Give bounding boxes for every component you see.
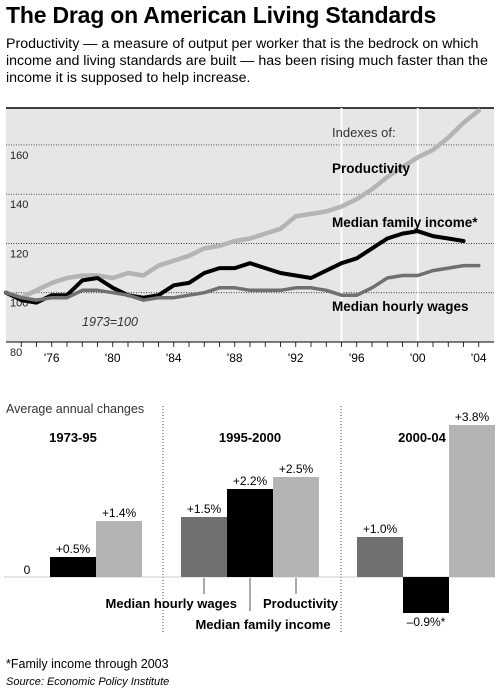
x-tick-label: '84	[166, 351, 182, 365]
bar-productivity	[273, 477, 319, 577]
base-year-note: 1973=100	[82, 315, 138, 329]
chart-title: The Drag on American Living Standards	[6, 2, 437, 28]
y-tick-label: 80	[10, 347, 22, 359]
category-label-family-income: Median family income	[195, 617, 330, 632]
category-label-hourly-wages: Median hourly wages	[106, 596, 237, 611]
bar-family-income	[50, 557, 96, 577]
bar-hourly-wages	[357, 537, 403, 577]
bar-value-label: +2.5%	[279, 462, 314, 476]
y-tick-label: 120	[10, 248, 28, 260]
x-tick-label: '04	[471, 351, 487, 365]
bar-value-label: +1.5%	[187, 502, 222, 516]
plot-background	[6, 108, 494, 342]
bar-family-income	[227, 489, 273, 577]
bar-value-label: +0.5%	[56, 542, 91, 556]
group-heading: 2000-04	[398, 430, 446, 445]
chart-heading: Indexes of:	[332, 125, 396, 140]
footnote: *Family income through 2003	[6, 657, 169, 671]
bar-hourly-wages	[181, 517, 227, 577]
bar-family-income	[403, 577, 449, 613]
bar-value-label: +3.8%	[455, 410, 490, 424]
chart-subtitle: Productivity — a measure of output per w…	[6, 36, 488, 86]
series-label-hourly-wages: Median hourly wages	[332, 299, 469, 314]
source-note: Source: Economic Policy Institute	[6, 676, 170, 688]
group-heading: 1995-2000	[219, 430, 281, 445]
series-line-productivity	[3, 108, 482, 300]
group-heading: 1973-95	[49, 430, 97, 445]
category-label-productivity: Productivity	[263, 596, 339, 611]
x-tick-label: '80	[105, 351, 121, 365]
bar-value-label: +1.0%	[363, 522, 398, 536]
series-line-family-income	[4, 229, 466, 305]
y-tick-label: 160	[10, 150, 28, 162]
series-label-productivity: Productivity	[332, 161, 411, 176]
bar-value-label: 0	[24, 563, 31, 577]
x-tick-label: '96	[349, 351, 365, 365]
bar-chart-heading: Average annual changes	[6, 402, 144, 416]
bar-productivity	[96, 521, 142, 577]
x-tick-label: '00	[410, 351, 426, 365]
x-tick-label: '88	[227, 351, 243, 365]
bar-value-label: +2.2%	[233, 474, 268, 488]
y-tick-label: 140	[10, 199, 28, 211]
x-tick-label: '76	[44, 351, 60, 365]
bar-productivity	[449, 425, 495, 577]
series-line-hourly-wages	[4, 263, 481, 302]
bar-value-label: –0.9%*	[407, 615, 446, 629]
series-label-family-income: Median family income*	[332, 215, 478, 230]
x-tick-label: '92	[288, 351, 304, 365]
bar-value-label: +1.4%	[102, 506, 137, 520]
